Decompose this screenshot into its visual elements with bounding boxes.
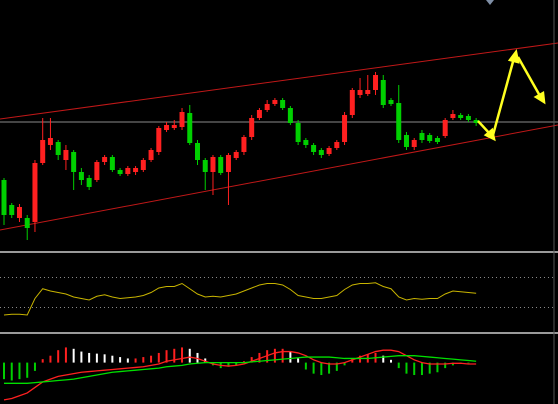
candle-body [403,135,409,147]
candle-body [419,133,425,140]
candle-body [171,125,177,128]
macd-line [4,355,477,384]
candle-body [140,160,146,170]
candle-body [78,172,84,180]
candle-body [218,157,224,173]
candle-body [187,113,193,143]
candle-body [264,104,270,110]
candle-body [342,115,348,142]
candle-body [473,120,479,123]
candle-body [465,116,471,120]
candle-body [125,168,131,174]
candle-body [9,205,15,215]
candle-body [357,90,363,95]
candle-body [365,90,371,94]
candle-body [427,135,433,141]
candle-body [450,114,456,118]
candle-body [32,163,38,222]
candle-body [102,157,108,162]
channel-lower [0,124,558,231]
candle-body [117,170,123,174]
candle-body [63,150,69,160]
candle-body [295,123,301,142]
candle-body [303,140,309,145]
marker-triangle [486,0,494,5]
candle-body [287,108,293,123]
candle-body [24,218,30,228]
candle-body [326,148,332,154]
candle-body [94,162,100,180]
candle-body [311,145,317,152]
candle-body [334,142,340,148]
candle-body [318,150,324,155]
candle-body [156,128,162,152]
candle-body [380,80,386,105]
candle-body [349,90,355,115]
candle-body [148,150,154,160]
candle-body [109,157,115,170]
candle-body [225,155,231,172]
candle-body [210,157,216,172]
candle-body [256,110,262,118]
candle-body [133,168,139,172]
arrow [491,57,516,136]
candle-body [195,143,200,160]
candle-body [164,125,170,130]
candle-body [86,178,92,187]
candle-body [179,112,185,127]
candle-body [396,103,402,140]
candle-body [233,152,239,158]
candle-body [280,100,286,108]
forecast-arrows [477,49,546,142]
arrow-head [533,90,546,105]
candle-body [55,142,61,155]
candle-body [241,137,247,152]
channel-upper [0,42,558,120]
candle-body [434,138,440,142]
arrow [516,56,542,97]
candle-body [272,100,278,104]
candle-body [373,75,379,90]
candle-body [16,207,22,218]
candle-body [71,152,77,172]
candle-body [249,118,255,137]
candle-body [1,180,7,215]
candle-body [202,160,208,172]
candle-body [458,115,464,118]
candle-body [388,100,394,104]
candle-body [442,120,448,136]
oscillator-line [3,282,477,316]
arrow-head [507,49,520,64]
macd-line [3,349,477,401]
plot-area [0,72,554,401]
candle-body [411,140,417,147]
candle-body [47,138,53,145]
candle-body [40,140,46,163]
